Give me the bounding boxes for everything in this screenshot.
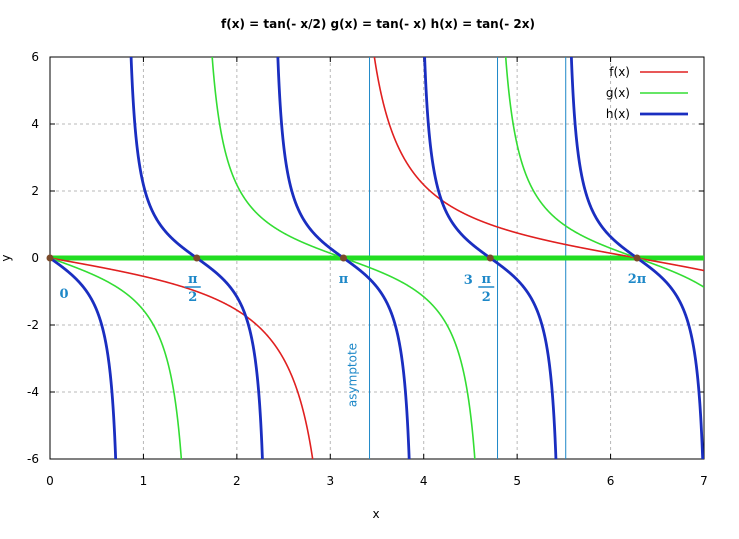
legend-label: f(x) (609, 65, 630, 79)
asymptote-label: asymptote (346, 343, 360, 407)
zero-point (340, 254, 348, 262)
x-tick-label: 2 (233, 474, 241, 488)
legend: f(x) g(x) h(x) (606, 65, 688, 121)
legend-label: h(x) (606, 107, 630, 121)
y-axis-label: y (0, 254, 13, 261)
legend-label: g(x) (606, 86, 630, 100)
x-tick-label: 7 (700, 474, 708, 488)
series-line-fx (50, 57, 704, 459)
x-tick-label: 5 (513, 474, 521, 488)
pi-label-prefix: 3 (464, 273, 473, 288)
pi-label-numerator: π (188, 272, 198, 287)
y-tick-label: -6 (27, 452, 39, 466)
x-axis-label: x (372, 507, 379, 521)
x-tick-label: 6 (607, 474, 615, 488)
y-tick-label: 4 (31, 117, 39, 131)
zero-point (633, 254, 641, 262)
pi-label-denominator: 2 (482, 290, 491, 305)
chart-title: f(x) = tan(- x/2) g(x) = tan(- x) h(x) =… (221, 17, 535, 31)
pi-label: π (339, 272, 349, 287)
pi-label-numerator: π (482, 272, 492, 287)
y-tick-label: -4 (27, 385, 39, 399)
y-tick-label: -2 (27, 318, 39, 332)
y-tick-label: 0 (31, 251, 39, 265)
pi-label: 0 (59, 287, 68, 302)
zero-point (193, 254, 201, 262)
x-tick-label: 1 (140, 474, 148, 488)
zero-point (46, 254, 54, 262)
x-tick-label: 4 (420, 474, 428, 488)
pi-label-denominator: 2 (188, 290, 197, 305)
y-tick-label: 6 (31, 50, 39, 64)
pi-label: 2π (628, 272, 647, 287)
y-tick-label: 2 (31, 184, 39, 198)
x-tick-label: 0 (46, 474, 54, 488)
x-tick-label: 3 (326, 474, 334, 488)
zero-point (486, 254, 494, 262)
